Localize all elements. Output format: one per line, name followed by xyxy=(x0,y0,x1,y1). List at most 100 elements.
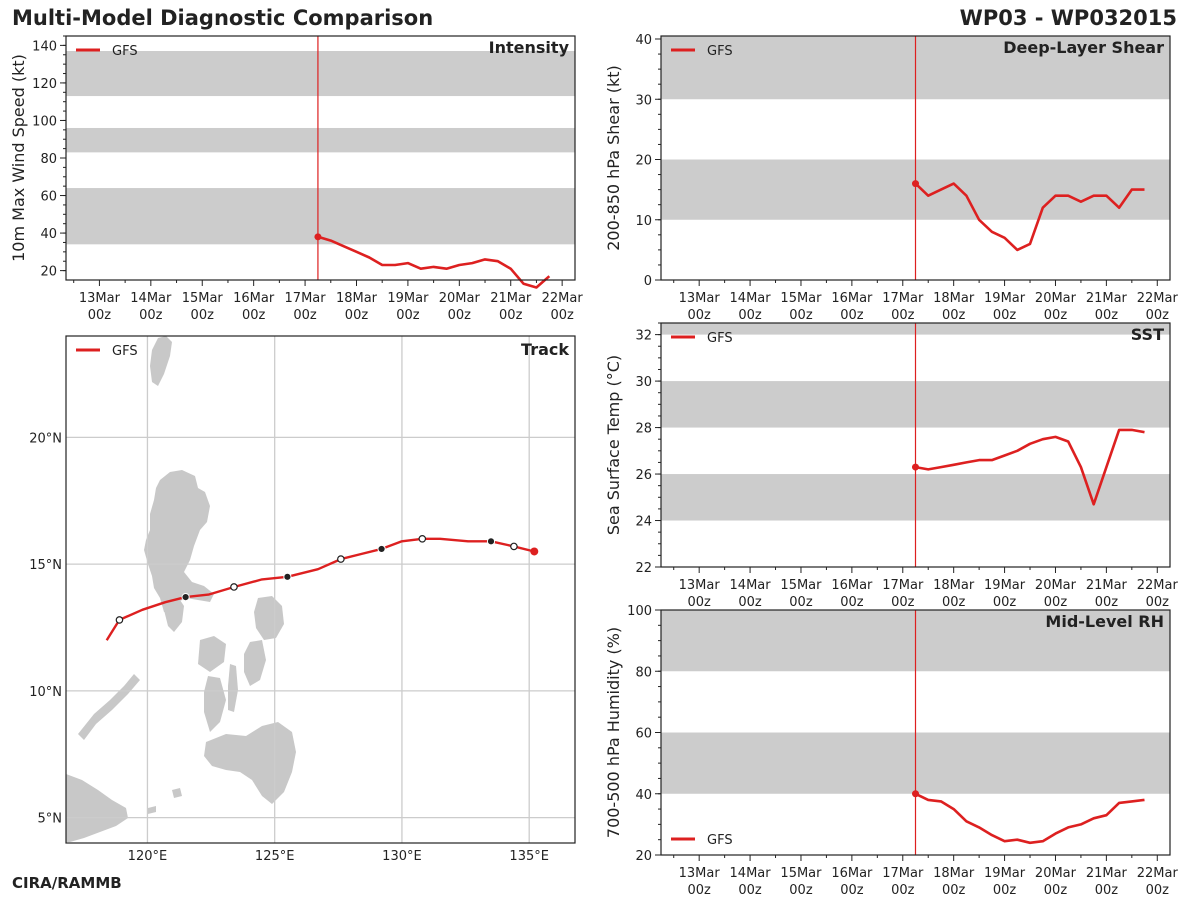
x-tick-label: 00z xyxy=(840,308,864,323)
x-tick-label: 19Mar xyxy=(984,866,1026,881)
x-tick-label: 00z xyxy=(499,308,523,323)
x-tick-label: 00z xyxy=(1146,595,1170,610)
y-tick-label: 20 xyxy=(40,265,57,280)
legend-label: GFS xyxy=(707,44,733,59)
x-tick-label: 15Mar xyxy=(780,578,822,593)
panel-title: SST xyxy=(1131,325,1164,344)
legend-label: GFS xyxy=(707,331,733,346)
plot-frame xyxy=(660,609,1171,856)
x-tick-label: 00z xyxy=(448,308,472,323)
y-tick-label: 5°N xyxy=(38,812,63,827)
x-tick-label: 00z xyxy=(293,308,317,323)
y-tick-label: 100 xyxy=(32,114,57,129)
x-tick-label: 20Mar xyxy=(1035,291,1077,306)
y-tick-label: 20 xyxy=(635,849,652,864)
y-tick-label: 30 xyxy=(635,375,652,390)
y-tick-label: 26 xyxy=(635,468,652,483)
x-tick-label: 20Mar xyxy=(1035,866,1077,881)
x-tick-label: 18Mar xyxy=(933,578,975,593)
land-masses xyxy=(66,336,296,842)
panel-title: Track xyxy=(521,340,569,359)
y-tick-label: 60 xyxy=(40,190,57,205)
shear-panel: 13Mar 00z 14Mar 00z 15Mar 00z 16Mar 00z 17Mar 00z… xyxy=(604,33,1178,323)
y-tick-label: 28 xyxy=(635,422,652,437)
x-tick-label: 18Mar xyxy=(933,866,975,881)
x-tick-label: 00z xyxy=(789,308,813,323)
y-axis-label: 10m Max Wind Speed (kt) xyxy=(9,54,28,262)
track-start-point xyxy=(530,547,539,556)
legend-label: GFS xyxy=(112,44,138,59)
x-tick-label: 16Mar xyxy=(831,578,873,593)
x-tick-label: 00z xyxy=(840,595,864,610)
y-tick-label: 20 xyxy=(635,154,652,169)
x-tick-label: 00z xyxy=(891,883,915,898)
y-tick-label: 140 xyxy=(32,39,57,54)
credit-label: CIRA/RAMMB xyxy=(12,874,122,892)
x-tick-label: 17Mar xyxy=(882,291,924,306)
intensity-panel: 13Mar 00z 14Mar 00z 15Mar 00z 16Mar 00z 17Mar 00z… xyxy=(9,35,584,323)
x-tick-label: 22Mar xyxy=(1137,578,1179,593)
x-tick-label: 00z xyxy=(242,308,266,323)
leyte-landmass xyxy=(244,640,266,686)
x-tick-label: 15Mar xyxy=(780,866,822,881)
x-tick-label: 00z xyxy=(1146,883,1170,898)
x-tick-label: 00z xyxy=(738,883,762,898)
track-position-marker-filled xyxy=(181,593,190,602)
sulu-islet xyxy=(148,806,156,814)
x-tick-label: 00z xyxy=(891,595,915,610)
y-axis-label: Sea Surface Temp (°C) xyxy=(604,355,623,535)
track-position-marker-filled xyxy=(486,537,496,546)
x-tick-label: 00z xyxy=(1044,883,1068,898)
plot-frame xyxy=(660,35,1171,281)
y-tick-label: 24 xyxy=(635,515,652,530)
figure-title: Multi-Model Diagnostic Comparison xyxy=(12,6,433,30)
x-tick-label: 16Mar xyxy=(831,866,873,881)
legend-label: GFS xyxy=(112,344,138,359)
x-tick-label: 18Mar xyxy=(336,291,378,306)
x-tick-label: 21Mar xyxy=(1086,866,1128,881)
sst-panel: 13Mar 00z 14Mar 00z 15Mar 00z 16Mar 00z 17Mar 00z… xyxy=(604,322,1179,610)
y-tick-label: 120 xyxy=(32,77,57,92)
y-tick-label: 30 xyxy=(635,93,652,108)
x-tick-label: 00z xyxy=(840,883,864,898)
y-tick-label: 100 xyxy=(627,604,652,619)
x-tick-label: 15Mar xyxy=(780,291,822,306)
gfs-start-point xyxy=(912,790,919,798)
plot-frame xyxy=(660,322,1171,568)
track-position-marker-filled xyxy=(283,572,292,581)
plot-frame xyxy=(65,35,576,281)
y-tick-label: 0 xyxy=(644,274,652,289)
gfs-series-line xyxy=(915,428,1145,506)
y-tick-label: 40 xyxy=(635,33,652,48)
x-tick-label: 00z xyxy=(1095,308,1119,323)
x-tick-label: 21Mar xyxy=(1086,291,1128,306)
x-tick-label: 22Mar xyxy=(542,291,584,306)
storm-id: WP03 - WP032015 xyxy=(960,6,1177,30)
x-tick-label: 00z xyxy=(139,308,163,323)
x-tick-label: 22Mar xyxy=(1137,866,1179,881)
x-tick-label: 13Mar xyxy=(679,866,721,881)
x-tick-label: 00z xyxy=(550,308,574,323)
x-tick-label: 14Mar xyxy=(130,291,172,306)
x-tick-label: 18Mar xyxy=(933,291,975,306)
plot-frame xyxy=(65,335,576,844)
x-tick-label: 00z xyxy=(1095,595,1119,610)
mindoro-landmass xyxy=(164,594,184,632)
x-tick-label: 19Mar xyxy=(984,578,1026,593)
x-tick-label: 125°E xyxy=(255,849,295,864)
panay-landmass xyxy=(198,636,226,672)
x-tick-label: 00z xyxy=(942,883,966,898)
gfs-start-point xyxy=(912,463,919,471)
y-tick-label: 32 xyxy=(635,329,652,344)
x-tick-label: 00z xyxy=(942,308,966,323)
mindanao-landmass xyxy=(204,722,296,804)
y-tick-label: 80 xyxy=(40,152,57,167)
cebu-landmass xyxy=(228,664,238,712)
x-tick-label: 22Mar xyxy=(1137,291,1179,306)
gfs-track-line xyxy=(105,537,535,641)
x-tick-label: 00z xyxy=(993,883,1017,898)
track-position-marker-open xyxy=(230,583,238,591)
x-tick-label: 130°E xyxy=(382,849,422,864)
x-tick-label: 00z xyxy=(396,308,420,323)
x-tick-label: 135°E xyxy=(509,849,549,864)
